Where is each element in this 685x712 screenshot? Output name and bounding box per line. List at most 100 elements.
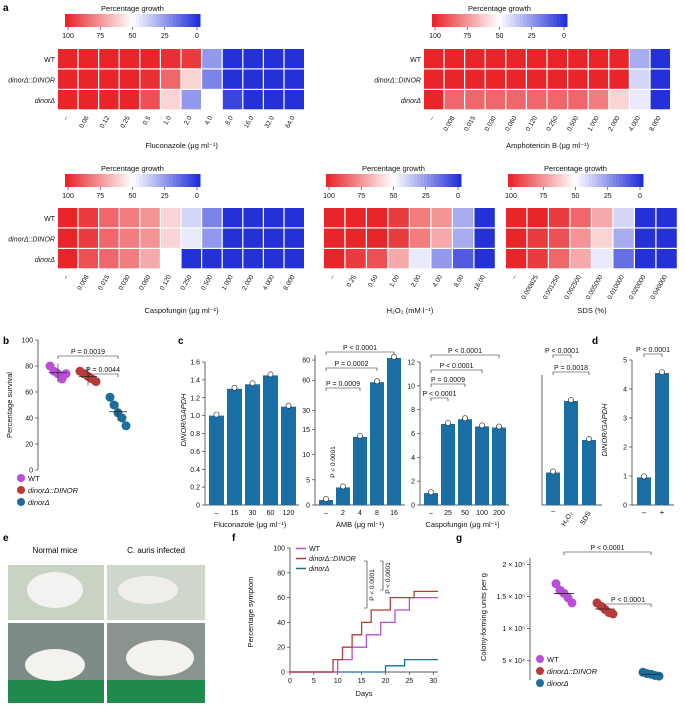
x-tick-label: – <box>551 508 555 515</box>
heatmap-cell <box>592 249 613 269</box>
legend-swatch <box>326 174 330 187</box>
y-tick-label: 60 <box>302 378 310 385</box>
heatmap-col-label: 0.120 <box>525 115 539 133</box>
legend-swatch <box>169 174 174 187</box>
heatmap-col-label: 0.060 <box>504 115 518 133</box>
legend-swatch <box>186 14 191 27</box>
y-tick-label: 0 <box>623 503 627 510</box>
legend-swatch <box>329 174 334 187</box>
pval-rescue-mutant-bracket <box>87 373 119 377</box>
legend-swatch <box>516 14 521 27</box>
legend-swatch <box>518 174 523 187</box>
legend-swatch <box>514 174 519 187</box>
legend-swatch <box>139 174 144 187</box>
y-tick-label: 15 <box>302 427 310 434</box>
heatmap-cell <box>58 249 78 269</box>
legend-tick-label: 25 <box>422 193 430 200</box>
legend-swatch <box>65 174 69 187</box>
heatmap-cell <box>202 208 222 228</box>
heatmap-col-label: 0.25 <box>119 115 132 130</box>
legend-swatch <box>183 174 188 187</box>
x-tick-label: SDS <box>579 510 592 526</box>
panel-label-b: b <box>3 336 9 347</box>
heatmap-cell <box>592 228 613 248</box>
heatmap-cell <box>119 208 140 228</box>
heatmap-col-label: 0.020000 <box>628 274 648 301</box>
legend-swatch <box>528 174 533 187</box>
heatmap-cell <box>140 49 160 69</box>
heatmap-cell <box>453 249 474 269</box>
legend-swatch <box>565 174 570 187</box>
pval-rescue-mutant: P = 0.0044 <box>86 367 120 374</box>
heatmap-row-label: dinorΔ <box>35 257 56 264</box>
heatmap-col-label: 32.0 <box>264 115 277 130</box>
heatmap-cell <box>568 90 588 110</box>
legend-swatch <box>193 174 198 187</box>
legend-swatch <box>102 174 107 187</box>
legend-swatch <box>519 14 524 27</box>
y-tick-label: 20 <box>25 442 33 449</box>
panel-label-d: d <box>592 336 598 347</box>
y-axis-title: DINOR/GAPDH <box>179 393 188 447</box>
data-point <box>61 369 71 379</box>
heatmap-col-label: 0.250 <box>179 274 193 292</box>
y-tick-label: 1.0 <box>190 413 200 420</box>
heatmap-col-label: 0.000625 <box>520 274 540 301</box>
legend-swatch <box>85 174 90 187</box>
legend-swatch <box>413 174 418 187</box>
heatmap-cell <box>243 208 263 228</box>
legend-swatch <box>555 174 560 187</box>
heatmap-cell <box>284 228 304 248</box>
legend-swatch <box>410 174 415 187</box>
heatmap-cell <box>99 49 119 69</box>
pval-rotated: P < 0.0001 <box>369 569 376 601</box>
legend-swatch <box>535 174 539 187</box>
x-tick-label: + <box>660 508 665 517</box>
heatmap-legend: Percentage growth 100 75 50 25 0 <box>505 164 644 200</box>
heatmap-cell <box>58 49 78 69</box>
heatmap-cell <box>222 249 243 269</box>
bar <box>263 375 278 505</box>
legend-title: Percentage growth <box>468 4 531 13</box>
legend-swatch <box>496 14 501 27</box>
heatmap-cell <box>527 90 547 110</box>
heatmap-cell <box>243 249 263 269</box>
legend-swatch <box>616 174 620 187</box>
legend-swatch <box>550 14 555 27</box>
legend-swatch <box>508 174 512 187</box>
x-tick-label: 20 <box>382 678 390 685</box>
legend-tick-label: 100 <box>323 193 335 200</box>
y-tick-label: 80 <box>277 570 285 577</box>
legend-swatch <box>626 174 631 187</box>
legend-swatch <box>169 14 174 27</box>
heatmap-cell <box>630 90 650 110</box>
heatmap-cell <box>181 228 201 248</box>
legend-swatch <box>438 14 443 27</box>
legend-swatch <box>562 174 566 187</box>
heatmap-row-label: WT <box>44 216 56 223</box>
heatmap-cell <box>140 208 160 228</box>
legend-label: WT <box>309 546 321 553</box>
legend-tick-label: 50 <box>390 193 398 200</box>
bar-point <box>445 420 451 426</box>
y-tick-label: 80 <box>302 358 310 365</box>
heatmap-col-label: 4.00 <box>432 274 445 289</box>
bar <box>424 493 438 505</box>
bar <box>475 426 489 505</box>
pval-bracket <box>643 353 663 357</box>
heatmap-col-label: 0.250 <box>545 115 559 133</box>
pval: P < 0.0001 <box>545 348 579 355</box>
legend-swatch <box>560 14 565 27</box>
panel-c-amb: 0 5 10 15 30 60 80 – 2 4 8 16 AMB (μg ml⁻¹) P < 0.000… <box>302 345 405 529</box>
heatmap-cell <box>222 228 243 248</box>
bar <box>441 424 455 505</box>
heatmap-cell <box>485 90 506 110</box>
heatmap-cell <box>345 228 366 248</box>
legend-swatch <box>129 174 134 187</box>
pval: P < 0.0001 <box>636 347 670 354</box>
heatmap-cell <box>243 90 263 110</box>
legend-tick-label: 25 <box>161 193 169 200</box>
heatmap-col-label: – <box>329 274 337 281</box>
panel-label-g: g <box>456 533 462 544</box>
legend-swatch <box>68 14 73 27</box>
